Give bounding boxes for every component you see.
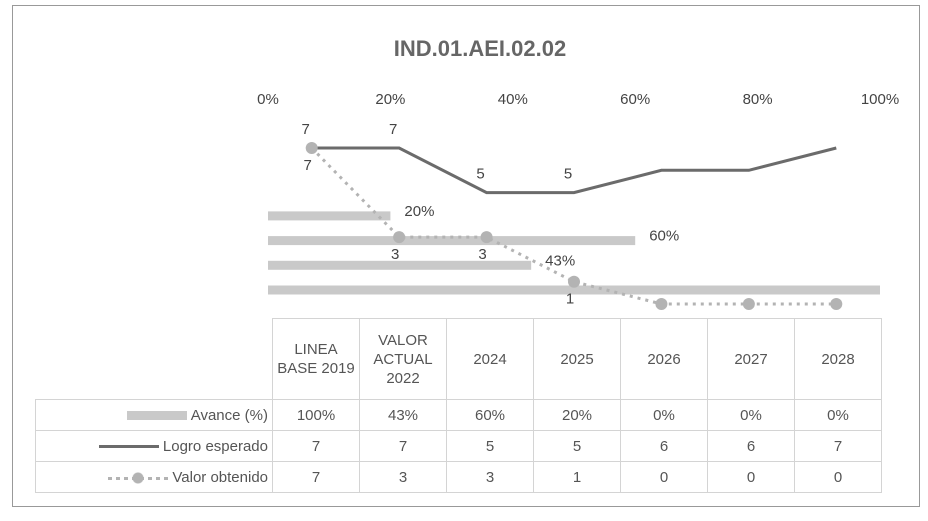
value-cell: 3 bbox=[359, 461, 447, 493]
bar-label: 20% bbox=[404, 203, 434, 220]
value-cell: 3 bbox=[446, 461, 534, 493]
legend-cell: Valor obtenido bbox=[35, 461, 273, 493]
point-label: 1 bbox=[566, 291, 574, 308]
value-cell: 0 bbox=[620, 461, 708, 493]
x-tick-label: 60% bbox=[620, 91, 650, 108]
marker bbox=[305, 142, 318, 154]
value-cell: 7 bbox=[359, 430, 447, 462]
data-row: Valor obtenido 7 3 3 1 0 0 0 bbox=[35, 461, 882, 493]
data-row: Avance (%) 100% 43% 60% 20% 0% 0% 0% bbox=[35, 399, 882, 431]
legend-cell: Avance (%) bbox=[35, 399, 273, 431]
point-label: 3 bbox=[478, 246, 486, 263]
x-tick-label: 40% bbox=[498, 91, 528, 108]
value-cell: 7 bbox=[272, 430, 360, 462]
value-cell: 1 bbox=[533, 461, 621, 493]
bar bbox=[268, 285, 880, 295]
line-series bbox=[311, 146, 837, 195]
chart-frame bbox=[12, 5, 920, 507]
point-label: 5 bbox=[476, 166, 484, 183]
marker bbox=[568, 275, 580, 288]
bar bbox=[268, 260, 532, 270]
x-tick-label: 100% bbox=[861, 91, 899, 108]
value-cell: 5 bbox=[533, 430, 621, 462]
value-cell: 60% bbox=[446, 399, 534, 431]
data-table: LINEA BASE 2019 VALOR ACTUAL 2022 2024 2025… bbox=[35, 318, 882, 493]
category-header: 2025 bbox=[533, 318, 621, 400]
marker bbox=[830, 298, 843, 310]
value-cell: 43% bbox=[359, 399, 447, 431]
value-cell: 6 bbox=[620, 430, 708, 462]
value-cell: 6 bbox=[707, 430, 795, 462]
chart-title: IND.01.AEI.02.02 bbox=[394, 36, 566, 61]
category-header: 2027 bbox=[707, 318, 795, 400]
category-header: 2026 bbox=[620, 318, 708, 400]
value-cell: 0% bbox=[620, 399, 708, 431]
category-header: 2028 bbox=[794, 318, 882, 400]
bar-label: 43% bbox=[545, 252, 575, 269]
legend-swatch bbox=[98, 445, 159, 449]
value-cell: 0 bbox=[794, 461, 882, 493]
marker bbox=[742, 298, 755, 310]
x-tick-label: 20% bbox=[375, 91, 405, 108]
value-cell: 20% bbox=[533, 399, 621, 431]
point-label: 7 bbox=[389, 121, 397, 138]
point-label: 7 bbox=[304, 157, 312, 174]
value-cell: 100% bbox=[272, 399, 360, 431]
point-label: 3 bbox=[391, 246, 399, 263]
category-header: VALOR ACTUAL 2022 bbox=[359, 318, 447, 400]
legend-label: Logro esperado bbox=[162, 437, 268, 455]
legend-label: Avance (%) bbox=[190, 406, 268, 424]
value-cell: 5 bbox=[446, 430, 534, 462]
x-tick-label: 0% bbox=[257, 91, 279, 108]
corner-cell bbox=[36, 319, 273, 400]
marker bbox=[655, 298, 668, 310]
category-header: 2024 bbox=[446, 318, 534, 400]
value-cell: 0 bbox=[707, 461, 795, 493]
data-row: Logro esperado 7 7 5 5 6 6 7 bbox=[35, 430, 882, 462]
value-cell: 0% bbox=[794, 399, 882, 431]
legend-swatch bbox=[126, 411, 187, 421]
value-cell: 0% bbox=[707, 399, 795, 431]
x-tick-label: 80% bbox=[743, 91, 773, 108]
point-label: 7 bbox=[302, 121, 310, 138]
marker bbox=[393, 231, 406, 244]
value-cell: 7 bbox=[794, 430, 882, 462]
legend-swatch bbox=[108, 471, 169, 484]
legend-label: Valor obtenido bbox=[172, 468, 268, 486]
bar bbox=[268, 236, 636, 246]
point-label: 5 bbox=[564, 166, 572, 183]
header-row: LINEA BASE 2019 VALOR ACTUAL 2022 2024 2025… bbox=[36, 318, 882, 400]
bar bbox=[268, 211, 391, 221]
legend-cell: Logro esperado bbox=[35, 430, 273, 462]
value-cell: 7 bbox=[272, 461, 360, 493]
bar-label: 60% bbox=[649, 228, 679, 245]
category-header: LINEA BASE 2019 bbox=[272, 318, 360, 400]
marker bbox=[480, 231, 493, 244]
